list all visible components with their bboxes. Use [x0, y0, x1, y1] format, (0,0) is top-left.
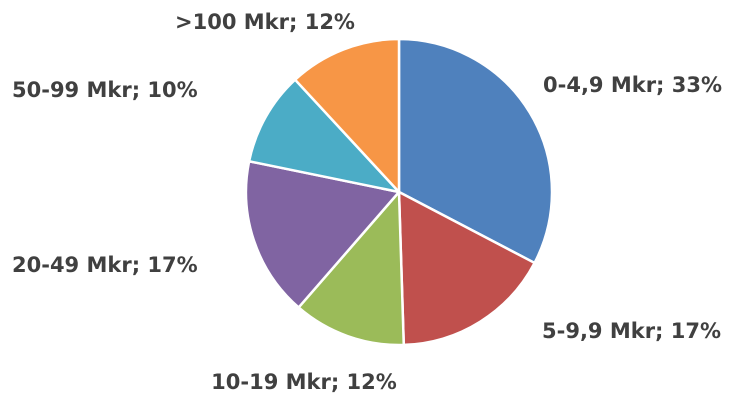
pie-slice-2 [397, 190, 536, 347]
pie-data-labels: 0-4,9 Mkr; 33% 5-9,9 Mkr; 17% 10-19 Mkr; 1… [12, 10, 722, 394]
slice-data-label-2: 5-9,9 Mkr; 17% [542, 319, 721, 343]
pie-slices [244, 37, 554, 347]
pie-slice-6 [293, 37, 401, 194]
slice-data-label-4: 20-49 Mkr; 17% [12, 253, 198, 277]
slice-data-label-5: 50-99 Mkr; 10% [12, 78, 198, 102]
pie-slice-3 [297, 190, 406, 347]
pie-slice-5 [247, 78, 401, 194]
pie-slice-4 [244, 160, 401, 309]
pie-slice-1 [397, 37, 554, 265]
slice-data-label-1: 0-4,9 Mkr; 33% [543, 73, 722, 97]
slice-data-label-3: 10-19 Mkr; 12% [211, 370, 397, 394]
slice-data-label-6: >100 Mkr; 12% [175, 10, 355, 34]
